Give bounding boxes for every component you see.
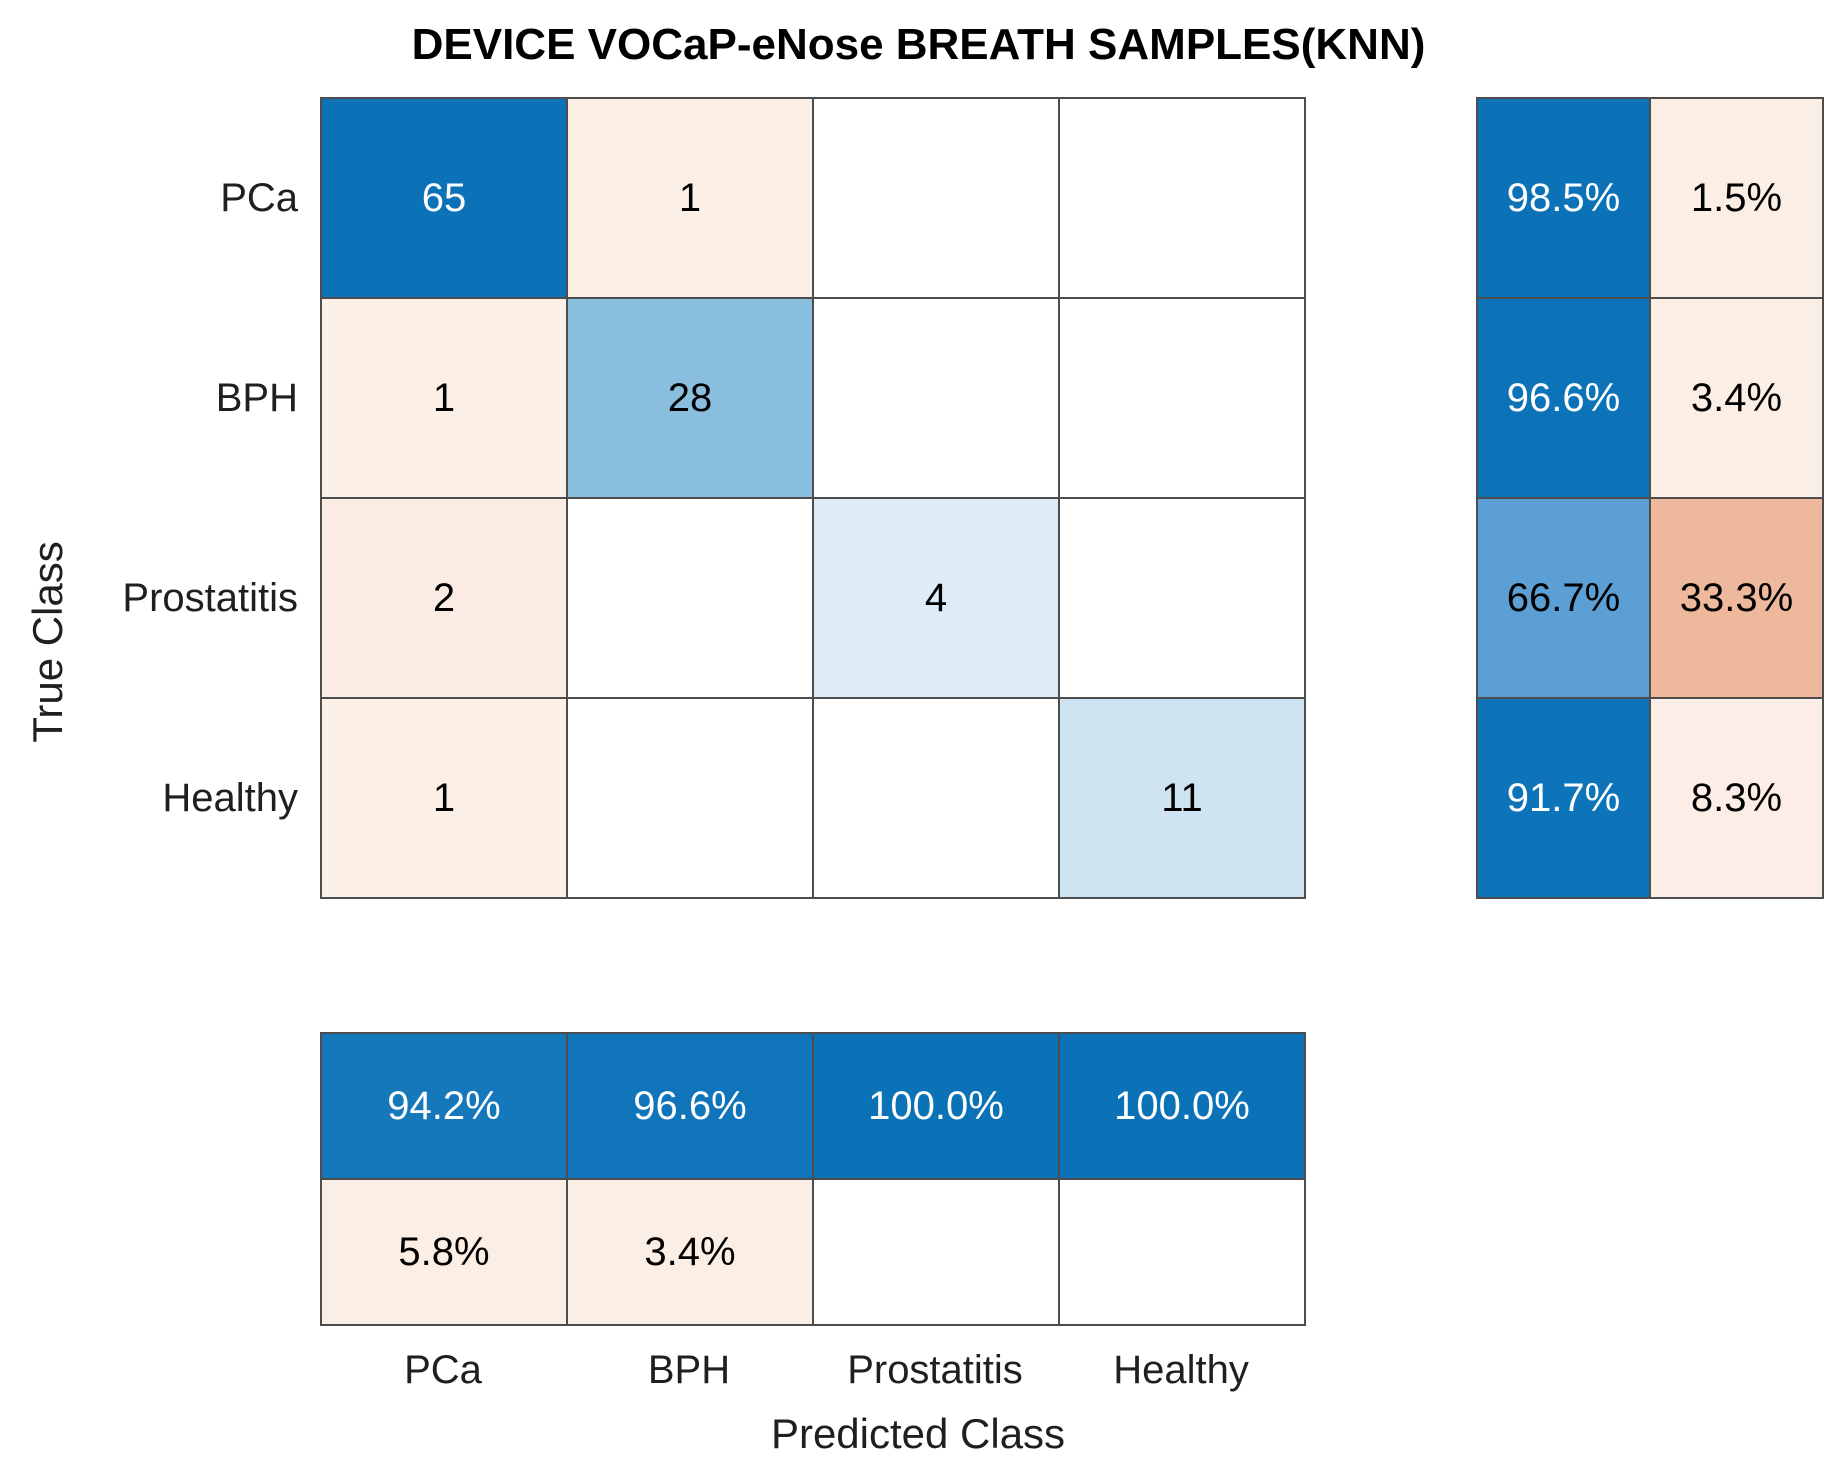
y-tick-prostatitis: Prostatitis <box>122 576 298 620</box>
y-tick-pca: PCa <box>220 176 298 220</box>
col-summary-cell <box>1060 1180 1304 1324</box>
col-summary-cell: 94.2% <box>322 1034 566 1178</box>
matrix-cell: 2 <box>322 499 566 697</box>
row-summary-cell: 91.7% <box>1478 699 1649 897</box>
matrix-cell <box>1060 299 1304 497</box>
chart-title: DEVICE VOCaP-eNose BREATH SAMPLES(KNN) <box>411 20 1426 69</box>
matrix-cell: 1 <box>322 299 566 497</box>
y-tick-bph: BPH <box>215 376 298 420</box>
row-summary-cell: 1.5% <box>1651 99 1822 297</box>
row-summary-cell: 8.3% <box>1651 699 1822 897</box>
column-summary-grid: 94.2% 96.6% 100.0% 100.0% 5.8% 3.4% <box>320 1032 1306 1326</box>
col-summary-cell: 5.8% <box>322 1180 566 1324</box>
row-summary-cell: 96.6% <box>1478 299 1649 497</box>
matrix-cell <box>568 699 812 897</box>
row-summary-cell: 98.5% <box>1478 99 1649 297</box>
matrix-cell <box>568 499 812 697</box>
matrix-cell: 28 <box>568 299 812 497</box>
col-summary-cell: 100.0% <box>814 1034 1058 1178</box>
col-summary-cell: 100.0% <box>1060 1034 1304 1178</box>
matrix-cell <box>814 99 1058 297</box>
matrix-cell: 4 <box>814 499 1058 697</box>
confusion-matrix-grid: 65 1 1 28 2 4 1 11 <box>320 97 1306 899</box>
matrix-cell: 11 <box>1060 699 1304 897</box>
matrix-cell: 1 <box>322 699 566 897</box>
matrix-cell <box>1060 499 1304 697</box>
row-summary-cell: 33.3% <box>1651 499 1822 697</box>
x-tick-prostatitis: Prostatitis <box>847 1348 1023 1392</box>
x-tick-bph: BPH <box>647 1348 731 1392</box>
col-summary-cell: 3.4% <box>568 1180 812 1324</box>
x-axis-label: Predicted Class <box>770 1410 1066 1457</box>
matrix-cell <box>814 699 1058 897</box>
row-summary-cell: 66.7% <box>1478 499 1649 697</box>
matrix-cell: 1 <box>568 99 812 297</box>
x-tick-pca: PCa <box>404 1348 482 1392</box>
col-summary-cell <box>814 1180 1058 1324</box>
col-summary-cell: 96.6% <box>568 1034 812 1178</box>
y-tick-healthy: Healthy <box>162 776 298 820</box>
row-summary-grid: 98.5% 1.5% 96.6% 3.4% 66.7% 33.3% 91.7% … <box>1476 97 1824 899</box>
row-summary-cell: 3.4% <box>1651 299 1822 497</box>
x-tick-healthy: Healthy <box>1113 1348 1249 1392</box>
matrix-cell <box>814 299 1058 497</box>
matrix-cell <box>1060 99 1304 297</box>
matrix-cell: 65 <box>322 99 566 297</box>
